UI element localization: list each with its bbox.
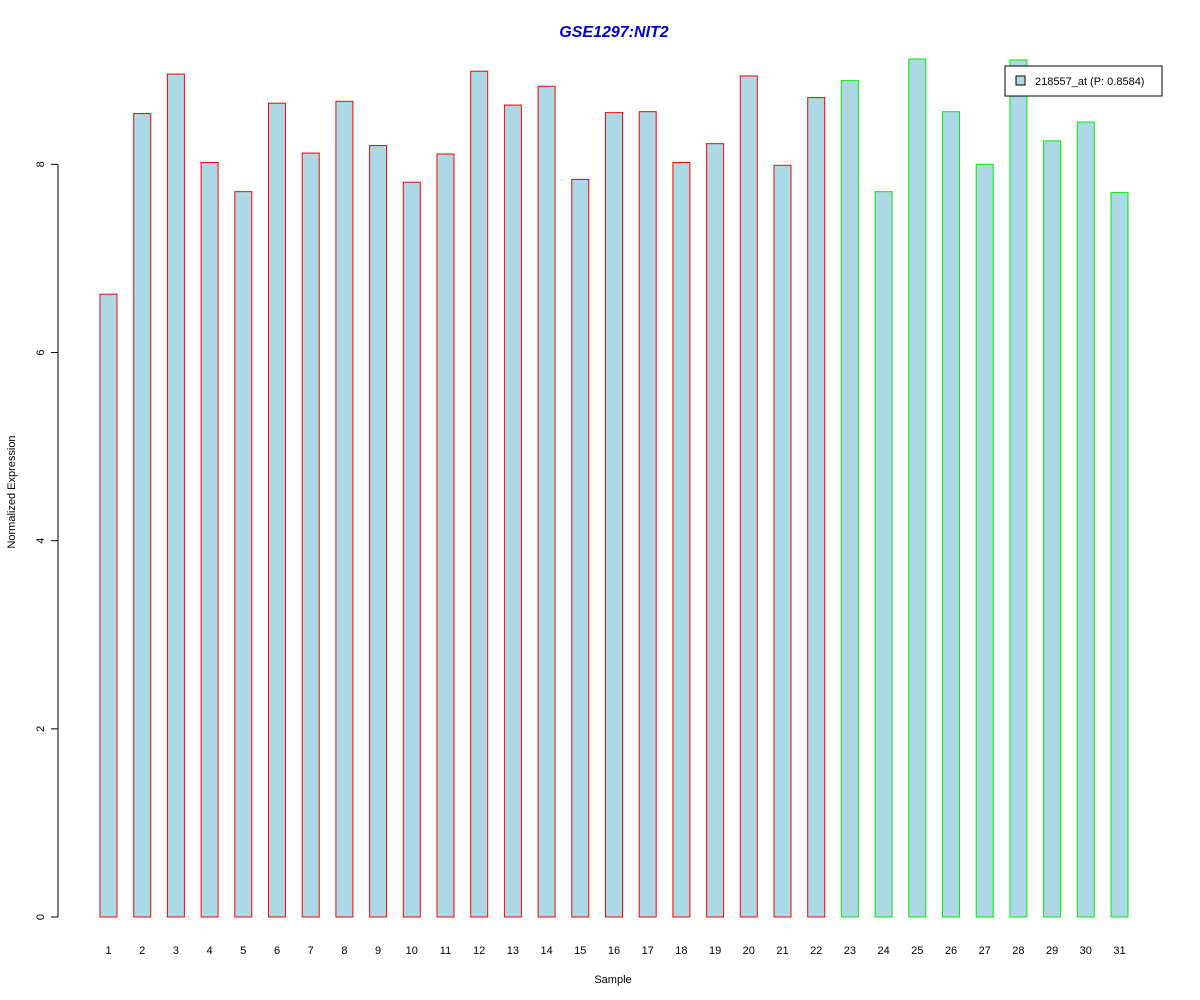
bar: [537, 85, 556, 918]
x-tick-label: 17: [642, 945, 654, 957]
bar: [942, 111, 960, 918]
legend-label: 218557_at (P: 0.8584): [1035, 76, 1144, 88]
y-tick-label: 0: [35, 914, 47, 920]
x-tick-label: 7: [308, 945, 314, 957]
bar: [99, 293, 118, 918]
x-tick-label: 5: [240, 945, 246, 957]
x-tick-label: 18: [675, 945, 687, 957]
x-tick-label: 24: [877, 945, 889, 957]
legend-swatch: [1015, 75, 1026, 86]
bar: [503, 104, 522, 918]
bar: [1110, 192, 1129, 918]
bar: [571, 178, 590, 918]
bar: [369, 145, 388, 918]
bar: [975, 163, 994, 918]
legend-box: [1004, 65, 1163, 97]
x-tick-label: 4: [207, 945, 213, 957]
x-tick-label: 22: [810, 945, 822, 957]
bar: [807, 97, 826, 918]
x-tick-label: 29: [1046, 945, 1058, 957]
x-tick-label: 23: [844, 945, 856, 957]
x-axis-labels: 1 2 3 4 5 6 7 8 9 10 11 12 13 14 15 16 17 18 19 20 21 22 23 24 2…: [105, 945, 1125, 957]
x-tick-label: 25: [911, 945, 923, 957]
x-tick-label: 31: [1113, 945, 1125, 957]
x-tick-label: 27: [979, 945, 991, 957]
bar: [234, 191, 253, 918]
x-tick-label: 10: [406, 945, 418, 957]
y-tick-label: 4: [35, 538, 47, 544]
bar: [436, 153, 455, 918]
bar: [335, 100, 354, 918]
y-tick-label: 6: [35, 349, 47, 355]
x-tick-label: 6: [274, 945, 280, 957]
x-tick-label: 2: [139, 945, 145, 957]
x-tick-label: 9: [375, 945, 381, 957]
bar: [672, 161, 691, 918]
bar: [874, 191, 893, 918]
bar: [166, 73, 185, 918]
legend: 218557_at (P: 0.8584): [1004, 65, 1163, 97]
bar: [200, 161, 219, 918]
x-tick-label: 12: [473, 945, 485, 957]
y-tick-label: 2: [35, 726, 47, 732]
bar: [840, 80, 859, 918]
x-tick-label: 20: [743, 945, 755, 957]
x-tick-label: 15: [574, 945, 586, 957]
x-tick-label: 21: [776, 945, 788, 957]
y-axis-label: Normalized Expression: [6, 435, 18, 548]
y-axis: 0 2 4 6 8: [35, 161, 59, 920]
chart-title: GSE1297:NIT2: [559, 24, 668, 41]
x-tick-label: 16: [608, 945, 620, 957]
bar: [1009, 59, 1028, 918]
bar: [402, 181, 421, 918]
bar: [470, 70, 489, 918]
bar: [706, 143, 725, 918]
x-tick-label: 11: [440, 945, 451, 957]
bar: [908, 58, 927, 918]
bar: [638, 111, 657, 918]
x-tick-label: 28: [1012, 945, 1024, 957]
x-axis-label: Sample: [594, 974, 631, 986]
bar: [773, 164, 792, 918]
bar: [605, 112, 623, 918]
bars: [99, 58, 1129, 918]
bar: [133, 113, 152, 918]
x-tick-label: 3: [173, 945, 179, 957]
y-tick-label: 8: [35, 161, 47, 167]
x-tick-label: 1: [105, 945, 111, 957]
bar: [1043, 140, 1062, 918]
bar: [301, 152, 320, 918]
x-tick-label: 14: [540, 945, 552, 957]
x-tick-label: 19: [709, 945, 721, 957]
bar: [1076, 121, 1095, 918]
bar: [739, 75, 758, 918]
x-tick-label: 30: [1080, 945, 1092, 957]
bar: [268, 102, 286, 918]
x-tick-label: 26: [945, 945, 957, 957]
x-tick-label: 13: [507, 945, 519, 957]
x-tick-label: 8: [341, 945, 347, 957]
